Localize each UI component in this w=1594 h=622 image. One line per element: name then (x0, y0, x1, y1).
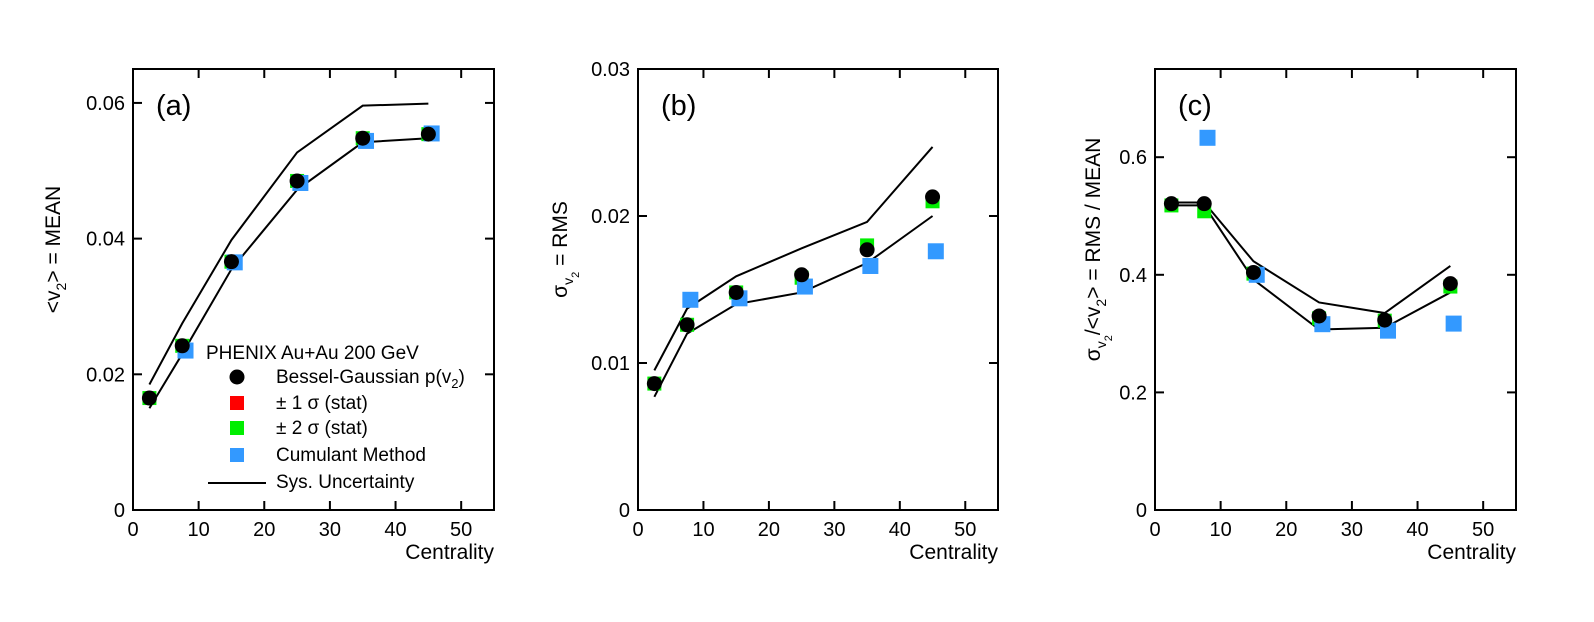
x-tick-label: 40 (889, 519, 911, 541)
x-tick-label: 20 (253, 519, 275, 541)
bessel-point (174, 338, 190, 354)
legend-label-cumulant: Cumulant Method (276, 445, 426, 466)
x-tick-label: 20 (1275, 519, 1297, 541)
y-tick-label: 0.01 (591, 353, 630, 375)
bessel-point (1311, 308, 1327, 324)
panel-a: 0 10 20 30 40 50 0 0.02 0.04 0.06 Centrality <v2> =… (42, 68, 495, 564)
x-tick-label: 0 (127, 519, 138, 541)
cumulant-point (682, 291, 699, 308)
cumulant-point (927, 243, 944, 260)
legend-label-stat2: ± 2 σ (stat) (276, 418, 368, 439)
cumulant-point (796, 278, 813, 295)
x-tick-label: 30 (823, 519, 845, 541)
y-axis-label: σv2 = RMS (549, 201, 582, 298)
x-tick-label: 10 (188, 519, 210, 541)
legend-marker-stat2 (230, 421, 244, 435)
bessel-point (1377, 312, 1393, 328)
bessel-point (1245, 264, 1261, 280)
sys-uncertainty-upper (653, 146, 934, 371)
legend-marker-cumulant (230, 448, 244, 462)
bessel-point (1196, 196, 1212, 212)
y-axis-label: <v2> = MEAN (42, 186, 69, 313)
panel-label: (c) (1178, 90, 1212, 122)
bessel-point (728, 284, 744, 300)
panel-label: (a) (156, 90, 191, 122)
bessel-point (646, 376, 662, 392)
bessel-point (925, 189, 941, 205)
panel-c: 0 10 20 30 40 50 0 0.2 0.4 0.6 Centrality σv2/<v2> … (1082, 68, 1517, 564)
bessel-point (679, 317, 695, 333)
x-tick-label: 40 (384, 519, 406, 541)
x-tick-label: 0 (632, 519, 643, 541)
bessel-point (141, 390, 157, 406)
legend-label-sys: Sys. Uncertainty (276, 472, 415, 493)
bessel-point (859, 242, 875, 258)
bessel-point (223, 254, 239, 270)
y-tick-label: 0.06 (86, 93, 125, 115)
plot-frame (1154, 68, 1517, 511)
x-tick-label: 20 (758, 519, 780, 541)
x-tick-label: 10 (1210, 519, 1232, 541)
y-tick-label: 0 (619, 500, 630, 522)
x-tick-label: 30 (1341, 519, 1363, 541)
x-tick-label: 50 (450, 519, 472, 541)
y-tick-label: 0 (1136, 500, 1147, 522)
legend-header: PHENIX Au+Au 200 GeV (206, 343, 419, 364)
y-tick-label: 0.02 (86, 364, 125, 386)
y-tick-label: 0.04 (86, 229, 125, 251)
x-tick-label: 50 (1472, 519, 1494, 541)
x-axis-label: Centrality (405, 541, 494, 564)
x-tick-label: 50 (954, 519, 976, 541)
panel-label: (b) (661, 90, 696, 122)
plot-frame (132, 68, 495, 511)
x-tick-label: 40 (1406, 519, 1428, 541)
y-tick-label: 0.2 (1119, 382, 1147, 404)
legend-marker-stat1 (230, 396, 244, 410)
bessel-point (794, 267, 810, 283)
bessel-point (1442, 276, 1458, 292)
bessel-point (355, 130, 371, 146)
bessel-point (289, 173, 305, 189)
sys-uncertainty-lower (653, 215, 934, 398)
plot-frame (637, 68, 999, 511)
panel-b: 0 10 20 30 40 50 0 0.01 0.02 0.03 Centrality σv2 = … (549, 59, 999, 564)
legend-label-bessel: Bessel-Gaussian p(v2) (276, 367, 465, 391)
x-tick-label: 10 (692, 519, 714, 541)
y-tick-label: 0.6 (1119, 147, 1147, 169)
x-tick-label: 30 (319, 519, 341, 541)
cumulant-point (1199, 129, 1216, 146)
x-tick-label: 0 (1149, 519, 1160, 541)
cumulant-point (862, 257, 879, 274)
legend: PHENIX Au+Au 200 GeV Bessel-Gaussian p(v2… (206, 343, 465, 493)
sys-uncertainty-lower (1171, 204, 1451, 331)
y-tick-label: 0.02 (591, 206, 630, 228)
legend-marker-bessel (229, 369, 245, 385)
sys-uncertainty-upper (148, 102, 429, 385)
y-tick-label: 0 (114, 500, 125, 522)
legend-label-stat1: ± 1 σ (stat) (276, 393, 368, 414)
x-axis-label: Centrality (909, 541, 998, 564)
bessel-point (420, 126, 436, 142)
x-axis-label: Centrality (1427, 541, 1516, 564)
cumulant-point (1445, 315, 1462, 332)
y-tick-label: 0.4 (1119, 265, 1147, 287)
y-tick-label: 0.03 (591, 59, 630, 81)
y-axis-label: σv2/<v2> = RMS / MEAN (1082, 138, 1115, 362)
bessel-point (1163, 196, 1179, 212)
